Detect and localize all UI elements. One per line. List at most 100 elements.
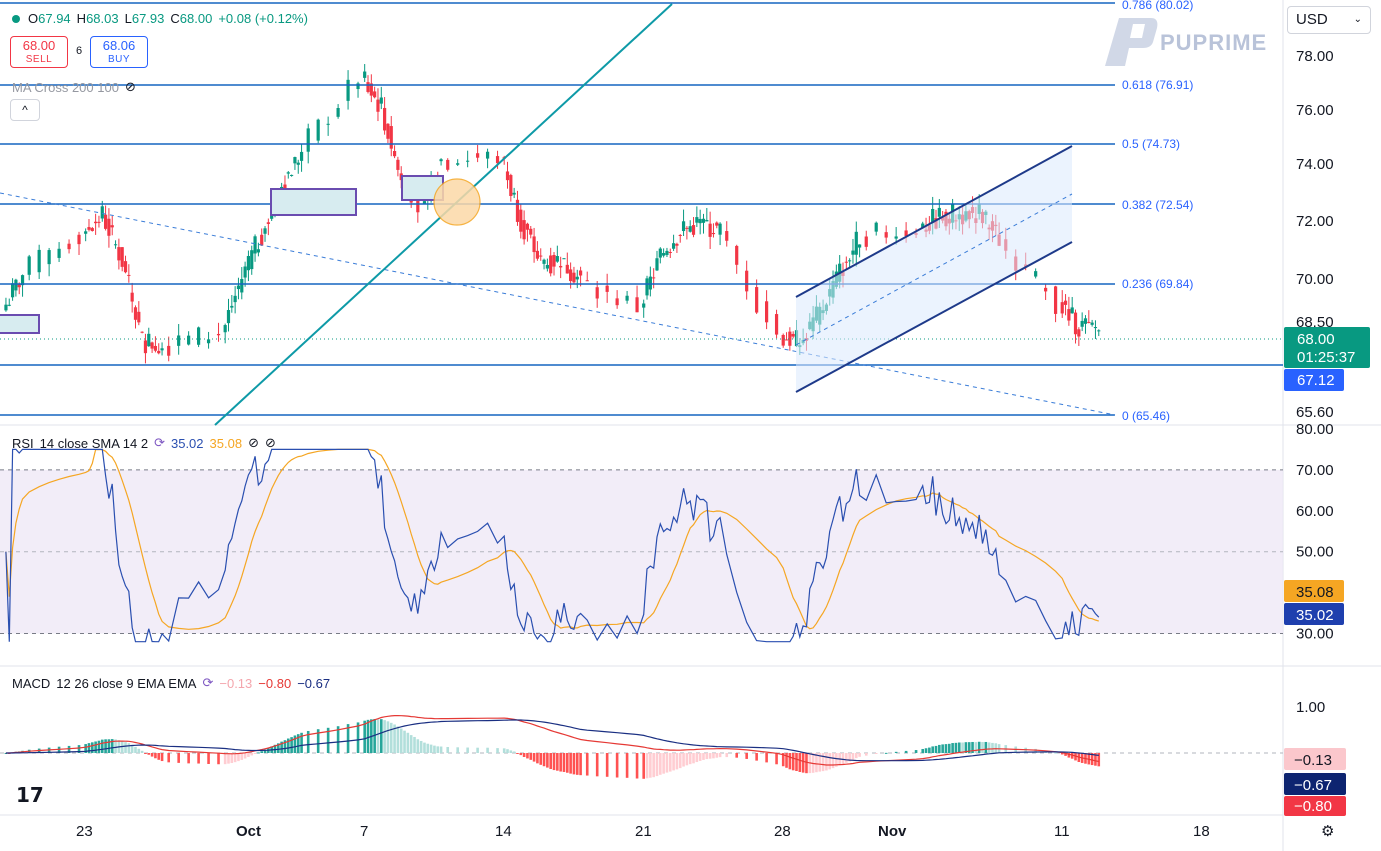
candle-body (1044, 287, 1048, 292)
macd-histogram-bar (509, 750, 513, 753)
candle-body (668, 251, 672, 253)
macd-histogram-bar (147, 753, 151, 755)
macd-histogram-bar (502, 748, 506, 753)
macd-histogram-bar (556, 753, 559, 771)
macd-histogram-bar (831, 753, 835, 769)
fib-level-label: 0 (65.46) (1122, 409, 1170, 423)
candle-body (505, 171, 510, 181)
candle-body (336, 108, 340, 117)
candle-body (87, 227, 91, 230)
macd-histogram-bar (403, 730, 406, 753)
ma-cross-legend[interactable]: MA Cross 200 100 ⊘ (12, 79, 136, 95)
price-tick-label: 76.00 (1296, 102, 1334, 119)
macd-histogram-bar (625, 753, 629, 778)
candle-body (1070, 307, 1074, 314)
current-price-tag (1284, 327, 1370, 368)
candle-body (296, 162, 300, 165)
macd-histogram-bar (110, 739, 114, 753)
candle-body (57, 248, 61, 258)
candle-body (894, 236, 898, 239)
settings-gear-icon[interactable]: ⚙ (1321, 823, 1335, 840)
rsi-title: RSI (12, 435, 34, 451)
macd-signal-line (5, 719, 1099, 762)
macd-histogram-bar (396, 726, 400, 753)
candle-body (177, 335, 181, 346)
candle-body (529, 228, 533, 235)
macd-histogram-bar (921, 748, 925, 753)
macd-histogram-bar (818, 753, 822, 772)
collapse-legend-button[interactable]: ^ (10, 99, 40, 121)
macd-histogram-bar (160, 753, 164, 762)
rsi-tick-label: 50.00 (1296, 544, 1334, 561)
rsi-tick-label: 70.00 (1296, 462, 1334, 479)
market-open-dot-icon (12, 14, 20, 23)
channel-fill (796, 146, 1072, 392)
macd-histogram-bar (928, 747, 931, 753)
candle-body (655, 258, 659, 271)
macd-histogram-bar (977, 741, 981, 753)
candle-body (708, 223, 712, 237)
marker-price-value: 67.12 (1297, 372, 1335, 389)
sell-button[interactable]: 68.00 SELL (10, 36, 68, 68)
channel-lower-line (795, 241, 1073, 393)
candle-body (233, 295, 237, 303)
ohlc-legend: O67.94 H68.03 L67.93 C68.00 +0.08 (+0.12… (12, 11, 308, 26)
candle-body (246, 255, 251, 271)
currency-select[interactable]: USD ⌄ (1287, 6, 1371, 34)
macd-histogram-bar (316, 729, 320, 753)
macd-histogram-bar (957, 742, 961, 753)
candle-body (316, 119, 320, 141)
candle-body (519, 209, 523, 232)
macd-histogram-bar (77, 745, 81, 753)
candle-body (366, 82, 370, 92)
price-tick-label: 78.00 (1296, 48, 1334, 65)
buy-label: BUY (107, 54, 131, 65)
candle-body (223, 325, 227, 333)
candle-body (7, 304, 11, 306)
macd-histogram-bar (705, 753, 709, 760)
rsi-tick-label: 30.00 (1296, 626, 1334, 643)
candle-body (286, 172, 290, 174)
candle-body (120, 247, 124, 267)
macd-histogram-bar (572, 753, 576, 775)
macd-histogram-bar (914, 750, 918, 753)
candle-body (1067, 309, 1071, 321)
price-tick-label: 65.60 (1296, 404, 1334, 421)
macd-histogram-bar (154, 753, 157, 759)
rsi-sma-tag (1284, 580, 1344, 602)
buy-button[interactable]: 68.06 BUY (90, 36, 148, 68)
macd-histogram-bar (257, 752, 260, 754)
macd-histogram-bar (652, 753, 655, 778)
candle-body (326, 123, 330, 125)
candle-body (293, 157, 297, 164)
candle-body (788, 331, 792, 346)
candle-body (509, 175, 513, 196)
macd-histogram-bar (157, 753, 161, 760)
macd-histogram-bar (526, 753, 529, 759)
candle-body (243, 266, 247, 278)
macd-histogram-bar (854, 753, 858, 759)
macd-histogram-bar (137, 748, 141, 753)
hidden-eye-icon[interactable]: ⊘ (124, 79, 136, 94)
candle-body (718, 223, 722, 235)
candle-body (27, 256, 31, 275)
macd-histogram-bar (585, 753, 589, 776)
candle-body (485, 151, 490, 159)
candle-body (147, 333, 151, 347)
candle-body (735, 245, 739, 265)
macd-histogram-bar (1060, 753, 1064, 755)
macd-histogram-bar (775, 753, 778, 765)
macd-histogram-bar (217, 753, 220, 765)
candle-body (240, 279, 244, 293)
macd-histogram-bar (546, 753, 549, 768)
candle-body (658, 248, 662, 258)
candle-body (94, 221, 98, 224)
refresh-icon[interactable]: ⟳ (154, 435, 165, 450)
macd-histogram-bar (569, 753, 572, 774)
candle-body (20, 275, 25, 286)
candle-body (117, 247, 121, 261)
refresh-icon[interactable]: ⟳ (202, 675, 214, 690)
macd-histogram-bar (562, 753, 566, 772)
